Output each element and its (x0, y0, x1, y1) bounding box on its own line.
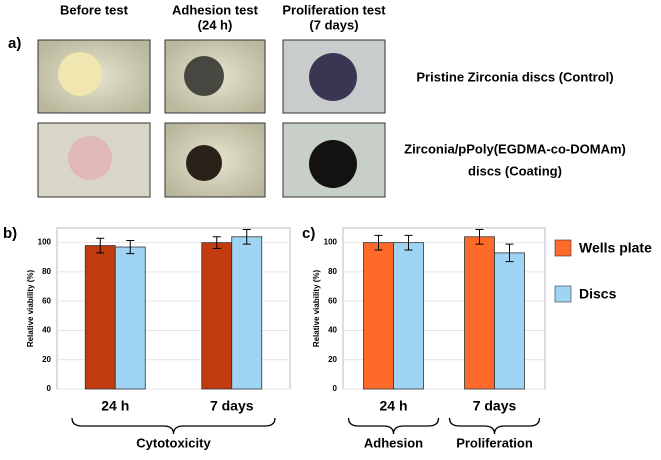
y-tick-label: 100 (324, 238, 338, 247)
error-bar (212, 236, 221, 249)
legend-swatch (554, 239, 572, 257)
legend-label: Wells plate (579, 240, 652, 256)
y-tick-label: 80 (328, 267, 337, 276)
row-label: Pristine Zirconia discs (Control) (416, 69, 613, 84)
error-bar (126, 239, 135, 255)
y-tick-label: 20 (328, 355, 337, 364)
bar (363, 242, 394, 390)
y-tick-label: 60 (42, 296, 51, 305)
column-header: Before test (60, 2, 129, 17)
row-label: discs (Coating) (468, 163, 562, 178)
bar (231, 236, 263, 390)
group-label: Adhesion (364, 435, 423, 450)
x-tick-label: 7 days (210, 398, 254, 414)
y-tick-label: 0 (333, 384, 338, 393)
error-bar (505, 243, 514, 263)
column-header: Adhesion test (172, 2, 259, 17)
y-axis-label: Relative viability (%) (312, 269, 321, 347)
disc (309, 53, 357, 101)
brace (347, 417, 440, 435)
legend-swatch (554, 285, 572, 303)
error-bar (475, 228, 484, 245)
y-tick-label: 0 (47, 384, 52, 393)
brace (448, 417, 541, 435)
group-label: Cytotoxicity (136, 435, 211, 450)
disc (186, 145, 222, 181)
column-header: (7 days) (309, 17, 358, 32)
bar (393, 242, 424, 390)
group-label: Proliferation (456, 435, 533, 450)
x-tick-label: 7 days (473, 398, 517, 414)
bar (84, 245, 116, 390)
x-tick-label: 24 h (379, 398, 407, 414)
disc (68, 136, 112, 180)
bar (464, 236, 495, 390)
legend-label: Discs (579, 286, 617, 302)
y-tick-label: 40 (42, 326, 51, 335)
bar (201, 242, 233, 390)
disc (309, 140, 357, 188)
y-tick-label: 20 (42, 355, 51, 364)
disc (58, 52, 102, 96)
photos (37, 39, 386, 198)
y-tick-label: 40 (328, 326, 337, 335)
bar (494, 252, 525, 390)
y-tick-label: 60 (328, 296, 337, 305)
panel-label: a) (8, 35, 21, 52)
panel-label: c) (302, 225, 315, 242)
error-bar (242, 228, 251, 245)
error-bar (374, 234, 383, 251)
error-bar (404, 234, 413, 251)
y-tick-label: 100 (38, 238, 52, 247)
brace (71, 417, 276, 435)
disc (184, 56, 224, 96)
error-bar (96, 237, 105, 254)
column-header: (24 h) (198, 17, 233, 32)
y-axis-label: Relative viability (%) (26, 269, 35, 347)
bar (114, 246, 146, 390)
y-tick-label: 80 (42, 267, 51, 276)
x-tick-label: 24 h (101, 398, 129, 414)
row-label: Zirconia/pPoly(EGDMA-co-DOMAm) (404, 141, 626, 156)
panel-label: b) (3, 225, 17, 242)
column-header: Proliferation test (282, 2, 386, 17)
